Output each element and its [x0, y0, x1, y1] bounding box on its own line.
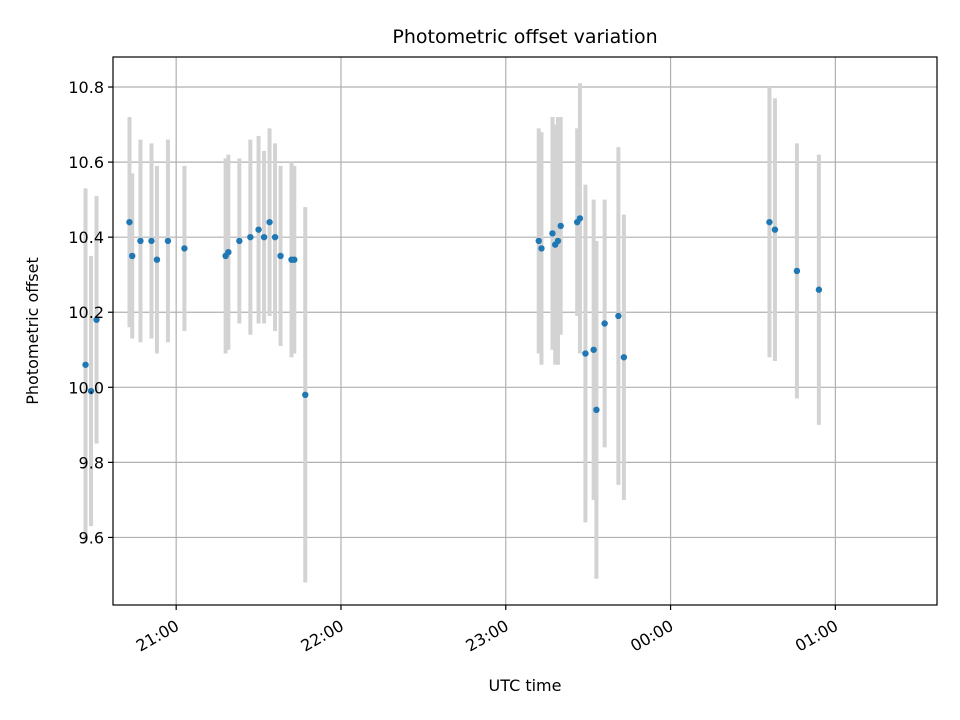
x-axis-label: UTC time [489, 676, 562, 695]
data-point [247, 233, 254, 241]
data-point [126, 218, 133, 226]
data-point [615, 312, 622, 320]
data-point [82, 361, 89, 368]
data-point [153, 256, 161, 263]
data-point [181, 245, 188, 252]
data-point [236, 237, 243, 245]
y-tick-label: 10.2 [68, 303, 104, 322]
data-point [557, 222, 564, 230]
x-tick-label: 22:00 [298, 616, 347, 656]
data-point [255, 226, 262, 233]
grid-lines [113, 57, 937, 605]
data-point [593, 406, 600, 414]
data-point [793, 267, 801, 275]
data-point [291, 256, 298, 263]
y-axis-label: Photometric offset [23, 257, 42, 405]
x-tick-label: 01:00 [792, 616, 841, 656]
data-point [87, 387, 95, 395]
data-point [148, 237, 155, 245]
x-axis-ticks: 21:00 22:00 23:00 00:00 01:00 [133, 605, 841, 656]
data-point [538, 245, 545, 252]
data-point [554, 237, 562, 245]
data-point [260, 233, 268, 241]
y-axis-ticks: 9.6 9.8 10.0 10.2 10.4 10.6 10.8 [68, 78, 113, 547]
y-tick-label: 9.8 [79, 453, 104, 472]
data-point [266, 218, 273, 226]
data-point [601, 320, 608, 327]
y-tick-label: 10.0 [68, 378, 104, 397]
data-point [590, 346, 597, 353]
y-tick-label: 10.4 [68, 228, 104, 247]
data-point [549, 230, 556, 237]
x-tick-label: 23:00 [462, 616, 511, 656]
x-tick-label: 21:00 [133, 616, 182, 656]
data-point [576, 215, 584, 222]
data-points [82, 215, 823, 414]
chart-title: Photometric offset variation [392, 26, 657, 48]
y-tick-label: 10.8 [68, 78, 104, 97]
data-point [277, 252, 284, 260]
data-point [620, 354, 628, 361]
data-point [271, 233, 279, 241]
data-point [535, 237, 542, 245]
data-point [815, 286, 823, 293]
data-point [766, 218, 773, 226]
data-point [93, 316, 100, 323]
y-tick-label: 10.6 [68, 153, 104, 172]
data-point [582, 350, 589, 357]
plot-frame [112, 56, 938, 606]
data-point [137, 237, 144, 245]
error-bars [83, 83, 821, 583]
data-point [164, 237, 172, 245]
data-point [302, 391, 309, 399]
data-point [129, 252, 136, 260]
data-point [771, 226, 779, 233]
data-point [225, 248, 232, 256]
x-tick-label: 00:00 [627, 616, 676, 656]
y-tick-label: 9.6 [79, 528, 104, 547]
